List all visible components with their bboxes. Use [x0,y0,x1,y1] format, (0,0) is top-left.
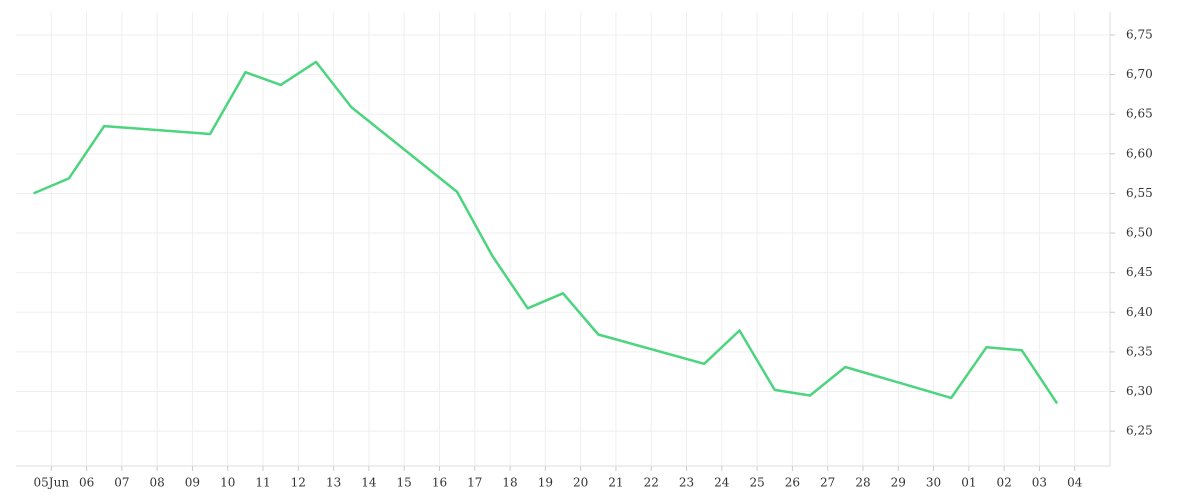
x-tick-label: 06 [79,476,94,490]
x-tick-label: 08 [150,476,165,490]
y-tick-label: 6,65 [1126,107,1153,121]
x-tick-label: 16 [432,476,447,490]
y-tick-label: 6,45 [1126,265,1153,279]
x-tick-label: 03 [1032,476,1047,490]
x-tick-label: 10 [220,476,235,490]
x-tick-label: 17 [467,476,482,490]
x-tick-label: 07 [114,476,129,490]
x-tick-label: 01 [961,476,976,490]
x-tick-label: 02 [996,476,1011,490]
y-tick-label: 6,50 [1126,226,1153,240]
x-tick-label: 24 [714,476,730,490]
y-tick-label: 6,70 [1126,67,1153,81]
y-tick-label: 6,40 [1126,305,1153,319]
x-tick-label: 22 [644,476,659,490]
y-tick-label: 6,75 [1126,27,1153,41]
x-tick-label: 11 [255,476,270,490]
x-tick-label: 20 [573,476,588,490]
x-tick-label: 12 [291,476,306,490]
x-tick-label: 05Jun [34,476,70,490]
x-tick-label: 23 [679,476,694,490]
x-tick-label: 18 [502,476,517,490]
y-tick-label: 6,25 [1126,424,1153,438]
y-tick-label: 6,30 [1126,384,1153,398]
x-tick-label: 15 [397,476,412,490]
x-tick-label: 27 [820,476,835,490]
x-tick-label: 30 [926,476,941,490]
y-tick-label: 6,55 [1126,186,1153,200]
x-tick-label: 21 [608,476,623,490]
x-tick-label: 09 [185,476,200,490]
x-tick-label: 26 [785,476,800,490]
x-tick-label: 29 [891,476,906,490]
x-tick-label: 19 [538,476,553,490]
y-tick-label: 6,60 [1126,146,1153,160]
y-tick-label: 6,35 [1126,344,1153,358]
line-series [33,60,1059,405]
x-tick-label: 04 [1067,476,1083,490]
x-tick-label: 13 [326,476,341,490]
x-tick-label: 25 [749,476,764,490]
x-tick-label: 28 [855,476,870,490]
x-tick-label: 14 [361,476,377,490]
